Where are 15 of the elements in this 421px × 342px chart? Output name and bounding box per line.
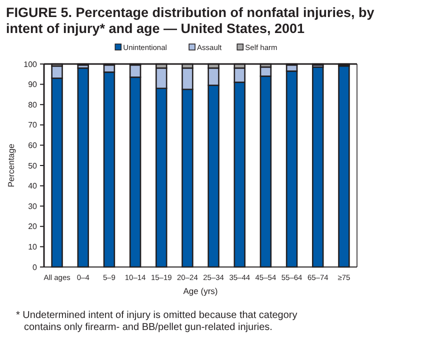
y-tick-label: 10 [28,242,38,252]
y-tick-label: 70 [28,120,38,130]
y-axis-title: Percentage [6,143,16,188]
y-tick-label: 100 [24,60,38,69]
y-tick-label: 40 [28,182,38,191]
y-tick-label: 60 [28,141,38,150]
y-tick-label: 80 [28,100,38,110]
x-axis-title: Age (yrs) [183,286,218,296]
y-tick-label: 20 [28,222,38,232]
chart-title: FIGURE 5. Percentage distribution of nonfatal injuries, by intent of injury* and age — United States, 2001 [6,5,375,36]
y-tick-label: 50 [28,161,38,170]
text: * Undetermined intent of injury is omitted because that category contains only firearm- and BB/pellet gun-related injuries. [16,310,298,333]
y-tick-label: 90 [28,80,38,90]
y-tick-label: 0 [32,262,38,272]
y-tick-label: 30 [28,202,38,211]
